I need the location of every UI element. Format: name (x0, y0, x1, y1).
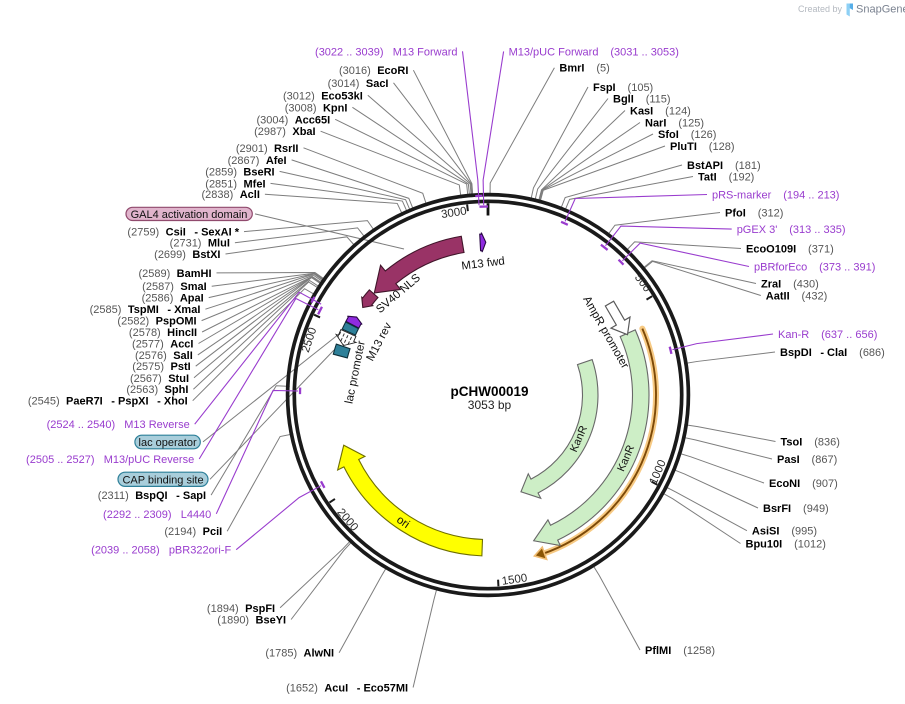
svg-text:Kan-R (637 .. 656): Kan-R (637 .. 656) (778, 329, 877, 341)
svg-text:M13/pUC Forward (3031 .. 3053: M13/pUC Forward (3031 .. 3053) (509, 46, 679, 58)
svg-text:(1894) PspFI: (1894) PspFI (207, 603, 275, 615)
svg-text:EcoNI (907): EcoNI (907) (769, 478, 838, 490)
svg-text:(2589) BamHI: (2589) BamHI (138, 268, 211, 280)
svg-text:(2576) SalI: (2576) SalI (135, 350, 193, 362)
svg-text:Bpu10I (1012): Bpu10I (1012) (746, 539, 826, 551)
svg-text:(2901) RsrII: (2901) RsrII (236, 143, 299, 155)
svg-text:ori: ori (394, 514, 411, 531)
svg-text:(2867) AfeI: (2867) AfeI (228, 155, 287, 167)
svg-text:pBRforEco (373 .. 391): pBRforEco (373 .. 391) (754, 262, 875, 274)
svg-text:1500: 1500 (501, 572, 528, 588)
svg-text:TsoI (836): TsoI (836) (781, 437, 840, 449)
svg-text:(2699) BstXI: (2699) BstXI (154, 249, 220, 261)
svg-text:AsiSI (995): AsiSI (995) (752, 526, 817, 538)
svg-text:BstAPI (181): BstAPI (181) (687, 160, 761, 172)
svg-text:(2577) AccI: (2577) AccI (132, 339, 193, 351)
svg-text:(2731) MluI: (2731) MluI (170, 238, 230, 250)
svg-text:(2575) PstI: (2575) PstI (132, 361, 190, 373)
svg-text:(3004) Acc65I: (3004) Acc65I (256, 114, 330, 126)
svg-text:(2859) BseRI: (2859) BseRI (205, 166, 274, 178)
svg-text:lac operator: lac operator (139, 437, 197, 449)
svg-text:pCHW00019: pCHW00019 (450, 384, 528, 399)
svg-text:M13 fwd: M13 fwd (461, 255, 506, 272)
svg-text:(2567) StuI: (2567) StuI (130, 373, 189, 385)
svg-text:3053 bp: 3053 bp (468, 398, 512, 412)
svg-text:BmrI (5): BmrI (5) (559, 63, 609, 75)
svg-text:(2838) AclI: (2838) AclI (201, 189, 259, 201)
svg-text:(2311) BspQI - SapI: (2311) BspQI - SapI (98, 490, 206, 502)
svg-text:BspDI - ClaI (686): BspDI - ClaI (686) (780, 347, 885, 359)
svg-text:(2987) XbaI: (2987) XbaI (254, 126, 315, 138)
svg-text:(2759) CsiI - SexAI *: (2759) CsiI - SexAI * (127, 227, 239, 239)
svg-text:(2563) SphI: (2563) SphI (126, 384, 188, 396)
svg-text:TatI (192): TatI (192) (698, 172, 754, 184)
svg-text:GAL4 activation domain: GAL4 activation domain (131, 209, 248, 221)
svg-text:(2292 .. 2309) L4440: (2292 .. 2309) L4440 (103, 509, 211, 521)
svg-text:(2585) TspMI - XmaI: (2585) TspMI - XmaI (90, 304, 201, 316)
svg-text:(2039 .. 2058) pBR322ori-F: (2039 .. 2058) pBR322ori-F (91, 545, 231, 557)
svg-text:(2524 .. 2540) M13 Reverse: (2524 .. 2540) M13 Reverse (47, 419, 190, 431)
svg-text:PfoI (312): PfoI (312) (725, 208, 783, 220)
svg-text:Created by: Created by (798, 4, 843, 14)
svg-text:PasI (867): PasI (867) (777, 454, 837, 466)
svg-text:(3014) SacI: (3014) SacI (328, 78, 389, 90)
svg-text:PluTI (128): PluTI (128) (670, 141, 735, 153)
svg-text:ZraI (430): ZraI (430) (761, 279, 819, 291)
svg-text:(1890) BseYI: (1890) BseYI (217, 615, 286, 627)
svg-text:pGEX 3' (313 .. 335): pGEX 3' (313 .. 335) (737, 224, 846, 236)
svg-text:NarI (125): NarI (125) (645, 118, 704, 130)
svg-text:(3012) Eco53kI: (3012) Eco53kI (283, 90, 363, 102)
svg-text:(3022 .. 3039) M13 Forward: (3022 .. 3039) M13 Forward (315, 46, 457, 58)
svg-text:(2505 .. 2527) M13/pUC Revers: (2505 .. 2527) M13/pUC Reverse (26, 454, 194, 466)
svg-text:3000: 3000 (440, 205, 467, 221)
svg-text:pRS-marker (194 .. 213): pRS-marker (194 .. 213) (712, 190, 839, 202)
svg-text:BsrFI (949): BsrFI (949) (763, 503, 829, 515)
svg-text:(2587) SmaI: (2587) SmaI (142, 281, 207, 293)
svg-text:SnapGene: SnapGene (856, 4, 905, 16)
svg-text:(2545) PaeR7I - PspXI - Xho: (2545) PaeR7I - PspXI - XhoI (28, 396, 188, 408)
svg-text:PflMI (1258): PflMI (1258) (645, 645, 715, 657)
svg-text:AatII (432): AatII (432) (766, 291, 827, 303)
svg-text:(2194) PciI: (2194) PciI (164, 526, 222, 538)
svg-text:(2851) MfeI: (2851) MfeI (205, 178, 265, 190)
svg-text:FspI (105): FspI (105) (593, 82, 653, 94)
svg-text:(3008) KpnI: (3008) KpnI (285, 102, 348, 114)
svg-text:(1652) AcuI - Eco57MI: (1652) AcuI - Eco57MI (286, 683, 408, 695)
svg-text:(3016) EcoRI: (3016) EcoRI (339, 65, 408, 77)
svg-text:BglI (115): BglI (115) (613, 94, 671, 106)
svg-text:KasI (124): KasI (124) (630, 106, 691, 118)
svg-text:(2578) HincII: (2578) HincII (129, 327, 197, 339)
svg-text:(1785) AlwNI: (1785) AlwNI (265, 648, 334, 660)
svg-text:(2586) ApaI: (2586) ApaI (142, 293, 204, 305)
svg-text:EcoO109I (371): EcoO109I (371) (746, 244, 834, 256)
svg-text:SfoI (126): SfoI (126) (658, 129, 716, 141)
svg-text:CAP binding site: CAP binding site (122, 474, 203, 486)
svg-text:(2582) PspOMI: (2582) PspOMI (117, 316, 196, 328)
